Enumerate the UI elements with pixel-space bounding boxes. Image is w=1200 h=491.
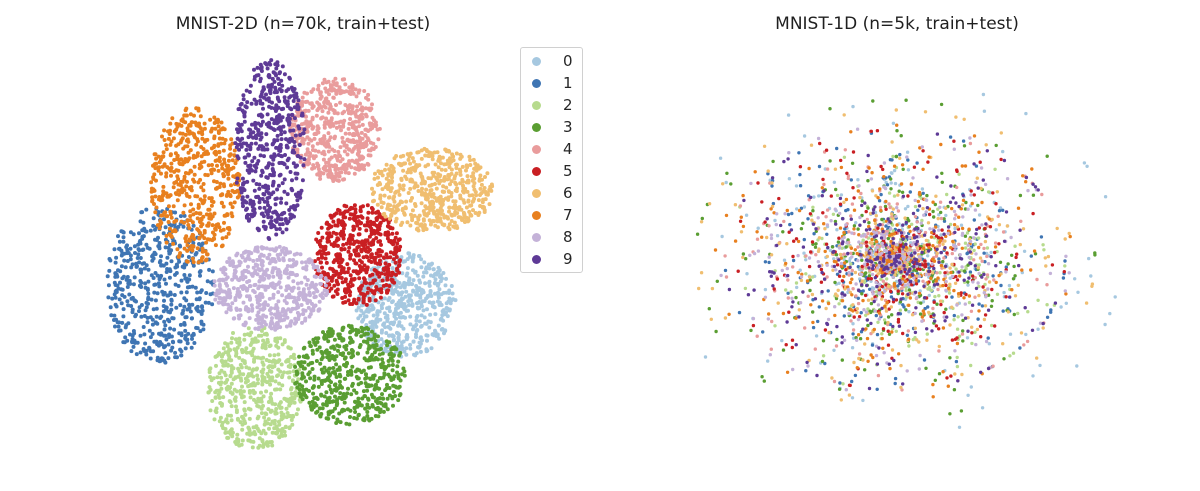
point — [390, 266, 395, 271]
point — [414, 318, 419, 323]
point — [400, 271, 405, 276]
point — [443, 283, 448, 288]
point — [433, 277, 438, 282]
point — [379, 330, 384, 335]
point — [417, 340, 422, 345]
point — [411, 339, 416, 344]
point — [424, 266, 428, 271]
point — [407, 251, 412, 256]
point — [424, 296, 429, 301]
point — [425, 338, 429, 343]
point — [415, 273, 420, 278]
point — [411, 253, 416, 258]
point — [371, 294, 376, 299]
point — [430, 332, 435, 337]
point — [418, 295, 423, 300]
point — [404, 352, 409, 357]
point — [420, 288, 425, 293]
point — [402, 285, 407, 290]
point — [408, 346, 413, 351]
point — [406, 299, 411, 304]
point — [371, 313, 376, 318]
point — [422, 270, 426, 275]
point — [441, 271, 446, 275]
point — [439, 303, 444, 307]
point — [415, 301, 419, 306]
point — [382, 311, 387, 316]
point — [360, 319, 365, 324]
point — [387, 333, 392, 338]
point — [419, 313, 424, 318]
point — [444, 306, 449, 310]
point — [391, 338, 396, 343]
point — [378, 317, 383, 322]
point — [445, 314, 450, 319]
point — [417, 288, 422, 293]
point — [417, 254, 422, 258]
point — [364, 314, 369, 319]
point — [408, 281, 413, 286]
point — [427, 325, 432, 330]
point — [437, 287, 442, 292]
point — [379, 343, 384, 348]
point — [444, 276, 448, 281]
point — [439, 327, 444, 332]
point — [382, 296, 387, 301]
point — [428, 312, 433, 317]
point — [375, 313, 380, 317]
point — [407, 254, 412, 259]
point — [404, 289, 409, 294]
point — [410, 257, 415, 262]
point — [414, 329, 419, 333]
point — [427, 300, 432, 305]
point — [417, 278, 422, 283]
point — [407, 276, 412, 281]
point — [431, 267, 436, 272]
point — [402, 349, 407, 354]
point — [368, 277, 373, 282]
point — [417, 319, 422, 324]
point — [419, 257, 424, 262]
point — [385, 306, 390, 311]
point — [407, 296, 412, 301]
point — [354, 308, 359, 313]
point — [374, 324, 379, 329]
point — [411, 289, 416, 294]
point — [429, 273, 433, 278]
point — [421, 274, 426, 279]
point — [425, 307, 429, 312]
point — [407, 303, 411, 307]
point — [422, 315, 427, 320]
point — [385, 313, 390, 318]
point — [395, 290, 400, 294]
point — [419, 324, 423, 329]
point — [408, 322, 413, 327]
point — [398, 285, 403, 290]
point — [378, 283, 383, 288]
point — [427, 279, 432, 284]
point — [384, 331, 389, 335]
point — [443, 329, 448, 333]
point — [404, 346, 409, 351]
point — [364, 309, 369, 314]
point — [419, 265, 424, 270]
point — [411, 278, 416, 283]
point — [397, 320, 402, 325]
point — [376, 300, 381, 305]
point — [401, 339, 406, 344]
